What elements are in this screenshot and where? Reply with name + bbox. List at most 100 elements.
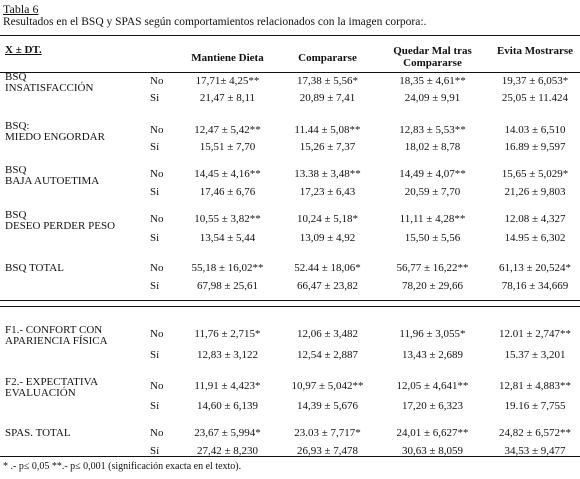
table-cell: 13.38 ± 3,48** (294, 168, 361, 180)
table-cell: 12,05 ± 4,641** (396, 380, 469, 392)
table-cell: 17,38 ± 5,56* (296, 75, 359, 87)
table-cell: 17,23 ± 6,43 (299, 186, 356, 198)
group-label: No (150, 262, 164, 274)
table-cell: 19.16 ± 7,755 (504, 400, 566, 412)
table-cell: 14,39 ± 5,676 (296, 400, 359, 412)
group-label: No (150, 328, 164, 340)
table-cell: 19,37 ± 6,053* (501, 75, 569, 87)
table-cell: 24,09 ± 9,91 (404, 92, 461, 104)
table-cell: 11,91 ± 4,423* (194, 380, 261, 392)
table-cell: 15,65 ± 5,029* (501, 168, 569, 180)
row-label: BSQ (5, 71, 27, 83)
table-cell: 17,20 ± 6,323 (401, 400, 464, 412)
col-header-compararse: Compararse (298, 52, 357, 64)
row-label: BSQ (5, 209, 27, 221)
table-cell: 23.03 ± 7,717* (294, 427, 361, 439)
stat-header: X ± DT. (5, 44, 42, 56)
group-label: No (150, 213, 164, 225)
table-cell: 34,53 ± 9,477 (504, 445, 566, 457)
table-cell: 27,42 ± 8,230 (196, 445, 259, 457)
table-caption: Resultados en el BSQ y SPAS según compor… (3, 16, 427, 28)
group-label: No (150, 427, 164, 439)
header-rule (0, 72, 580, 73)
group-label: No (150, 75, 164, 87)
table-cell: 14,45 ± 4,16** (194, 168, 261, 180)
table-cell: 26,93 ± 7,478 (296, 445, 359, 457)
row-label: INSATISFACCIÓN (5, 82, 94, 94)
table-cell: 55,18 ± 16,02** (191, 262, 264, 274)
table-cell: 13,09 ± 4,92 (299, 232, 356, 244)
table-cell: 15,26 ± 7,37 (299, 141, 356, 153)
table-cell: 14.95 ± 6,302 (504, 232, 566, 244)
section-rule-2 (0, 306, 580, 307)
row-label: SPAS. TOTAL (5, 427, 71, 439)
table-cell: 11,76 ± 2,715* (194, 328, 261, 340)
col-header-evita-mostrarse: Evita Mostrarse (496, 45, 574, 57)
table-cell: 14.03 ± 6,510 (504, 124, 566, 136)
group-label: Sí (150, 445, 160, 457)
col-header-quedar-mal: Quedar Mal tras Compararse (393, 45, 472, 69)
row-label: BSQ (5, 164, 27, 176)
table-cell: 10,24 ± 5,18* (296, 213, 359, 225)
table-cell: 13,43 ± 2,689 (401, 349, 464, 361)
group-label: Sí (150, 280, 160, 292)
table-cell: 12,47 ± 5,42** (194, 124, 261, 136)
table-cell: 78,20 ± 29,66 (401, 280, 464, 292)
table-cell: 61,13 ± 20,524* (498, 262, 572, 274)
row-label: F2.- EXPECTATIVA (5, 376, 99, 388)
table-title: Tabla 6 (3, 2, 39, 16)
group-label: No (150, 380, 164, 392)
section-rule-1 (0, 300, 580, 301)
table-cell: 16.89 ± 9,597 (504, 141, 566, 153)
group-label: Sí (150, 400, 160, 412)
col-header-mantiene-dieta: Mantiene Dieta (191, 52, 264, 64)
row-label: EVALUACIÓN (5, 387, 76, 399)
table-cell: 24,01 ± 6,627** (396, 427, 469, 439)
table-cell: 21,47 ± 8,11 (199, 92, 256, 104)
row-label: MIEDO ENGORDAR (5, 131, 105, 143)
row-label: APARIENCIA FÍSICA (5, 335, 108, 347)
table-cell: 20,89 ± 7,41 (299, 92, 356, 104)
table-cell: 12,54 ± 2,887 (296, 349, 359, 361)
table-cell: 52.44 ± 18,06* (294, 262, 361, 274)
table-cell: 17,71± 4,25** (195, 75, 260, 87)
table-cell: 78,16 ± 34,669 (501, 280, 569, 292)
table-cell: 66,47 ± 23,82 (296, 280, 359, 292)
group-label: Si (150, 232, 160, 244)
table-cell: 12.08 ± 4,327 (504, 213, 566, 225)
table-cell: 12,83 ± 3,122 (196, 349, 259, 361)
table-cell: 11,96 ± 3,055* (399, 328, 466, 340)
table-cell: 12,06 ± 3,482 (296, 328, 359, 340)
table-cell: 14,60 ± 6,139 (196, 400, 259, 412)
table-cell: 18,35 ± 4,61** (399, 75, 466, 87)
group-label: Si (150, 92, 160, 104)
table-cell: 14,49 ± 4,07** (399, 168, 466, 180)
row-label: DESEO PERDER PESO (5, 220, 116, 232)
table-cell: 13,54 ± 5,44 (199, 232, 256, 244)
group-label: No (150, 124, 164, 136)
row-label: BAJA AUTOETIMA (5, 175, 100, 187)
table-cell: 12,81 ± 4,883** (498, 380, 572, 392)
table-cell: 56,77 ± 16,22** (396, 262, 469, 274)
table-cell: 15,50 ± 5,56 (404, 232, 461, 244)
footnote: * .- p≤ 0,05 **.- p≤ 0,001 (significació… (3, 461, 242, 472)
group-label: Sí (150, 141, 160, 153)
table-cell: 24,82 ± 6,572** (498, 427, 572, 439)
table-cell: 15.37 ± 3,201 (504, 349, 566, 361)
table-cell: 67,98 ± 25,61 (196, 280, 259, 292)
group-label: Si (150, 186, 160, 198)
table-cell: 18,02 ± 8,78 (404, 141, 461, 153)
table-cell: 11,11 ± 4,28** (399, 213, 466, 225)
bottom-rule (0, 456, 580, 457)
row-label: F1.- CONFORT CON (5, 324, 103, 336)
top-rule (0, 35, 580, 36)
table-cell: 10,97 ± 5,042** (291, 380, 364, 392)
table-cell: 10,55 ± 3,82** (194, 213, 261, 225)
row-label: BSQ TOTAL (5, 262, 64, 274)
table-cell: 15,51 ± 7,70 (199, 141, 256, 153)
group-label: Sí (150, 349, 160, 361)
group-label: No (150, 168, 164, 180)
table-cell: 11.44 ± 5,08** (294, 124, 361, 136)
table-cell: 20,59 ± 7,70 (404, 186, 461, 198)
table-cell: 17,46 ± 6,76 (199, 186, 256, 198)
